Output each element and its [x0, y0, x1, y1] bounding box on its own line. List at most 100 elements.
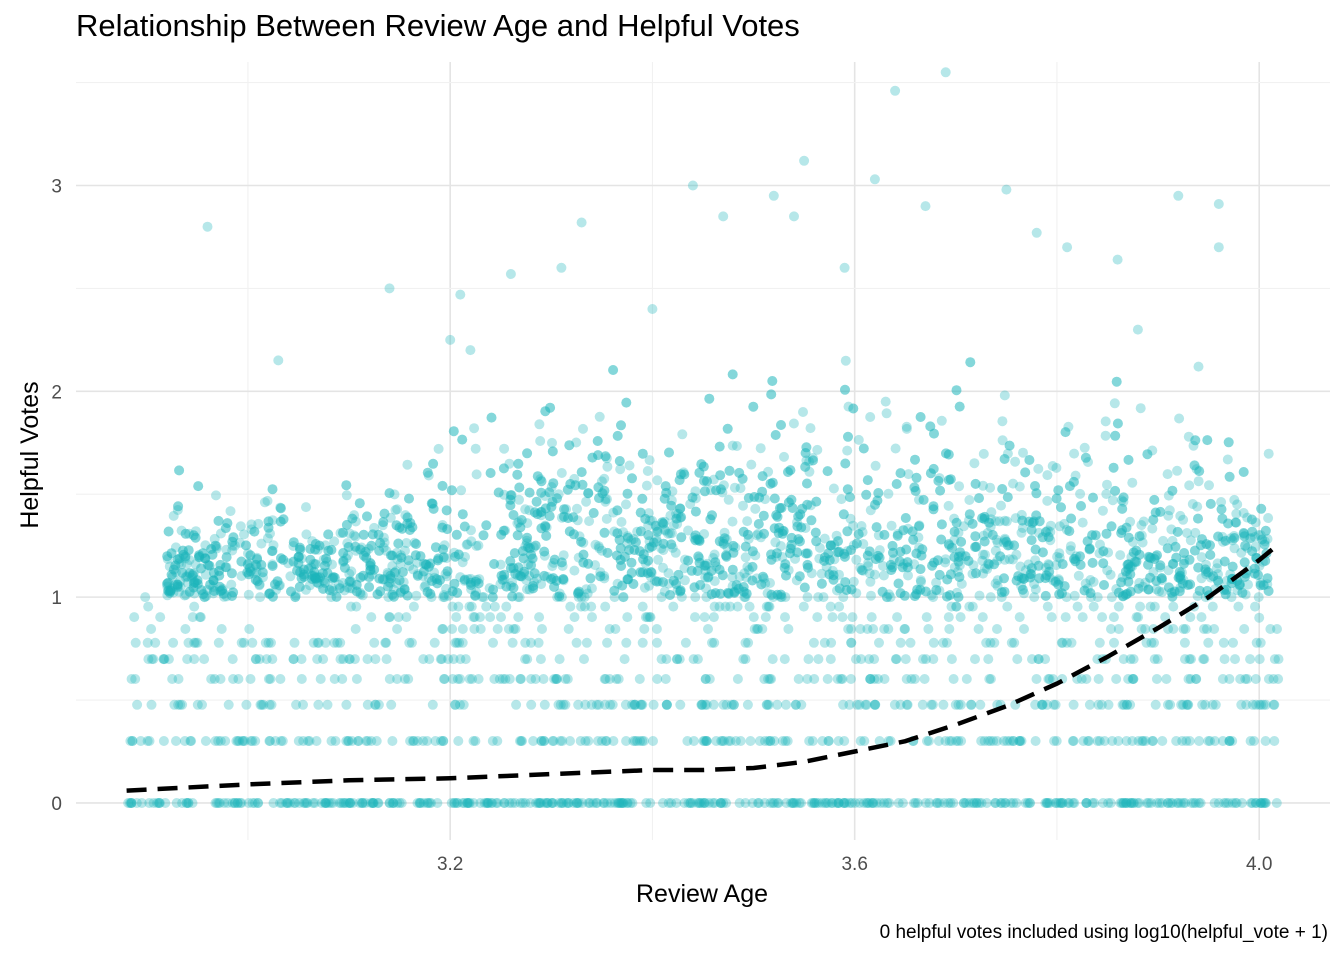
data-point: [462, 798, 473, 808]
data-point: [1068, 699, 1079, 710]
data-point: [250, 736, 261, 746]
data-point: [1207, 601, 1218, 612]
data-point: [556, 262, 567, 273]
data-point: [168, 564, 179, 575]
data-point: [556, 592, 567, 603]
data-point: [360, 546, 371, 557]
data-point: [794, 571, 805, 582]
data-point: [644, 455, 655, 466]
data-point: [583, 558, 594, 569]
data-point: [438, 544, 448, 555]
data-point: [967, 518, 978, 529]
data-point: [802, 592, 813, 603]
data-point: [1025, 572, 1036, 583]
data-point: [569, 612, 580, 623]
data-point: [385, 570, 396, 581]
data-point: [227, 591, 237, 601]
data-point: [640, 513, 651, 524]
data-point: [528, 583, 539, 594]
data-point: [800, 548, 811, 559]
data-point: [208, 575, 219, 586]
data-point: [252, 554, 263, 565]
data-point: [581, 637, 592, 648]
data-point: [723, 736, 734, 746]
data-point: [672, 654, 682, 665]
data-point: [1121, 798, 1132, 808]
data-point: [362, 511, 372, 522]
data-point: [844, 699, 855, 710]
data-point: [209, 586, 220, 596]
data-point: [455, 699, 465, 710]
data-point: [215, 528, 226, 539]
data-point: [1175, 573, 1186, 584]
data-point: [979, 736, 990, 746]
data-point: [402, 512, 413, 523]
data-point: [1192, 501, 1203, 512]
data-point: [1030, 736, 1041, 746]
data-point: [769, 798, 780, 808]
data-point: [864, 546, 875, 557]
data-point: [1142, 798, 1152, 808]
data-point: [1258, 580, 1269, 591]
data-point: [204, 560, 215, 571]
data-point: [675, 469, 686, 480]
data-point: [881, 592, 892, 603]
data-point: [813, 798, 824, 808]
data-point: [1169, 586, 1180, 597]
data-point: [1250, 699, 1261, 710]
data-point: [291, 699, 302, 710]
data-point: [144, 798, 155, 808]
data-point: [561, 798, 572, 808]
data-point: [309, 798, 320, 808]
data-point: [1202, 585, 1213, 596]
data-point: [539, 570, 550, 581]
data-point: [685, 798, 696, 808]
data-point: [499, 798, 510, 808]
data-point: [473, 578, 484, 589]
data-point: [1107, 495, 1118, 506]
data-point: [648, 699, 659, 710]
data-point: [945, 569, 956, 580]
data-point: [1229, 543, 1240, 554]
data-point: [563, 798, 574, 808]
data-point: [704, 674, 715, 684]
data-point: [1155, 506, 1166, 517]
data-point: [1061, 592, 1072, 603]
data-point: [194, 550, 205, 561]
data-point: [277, 736, 288, 746]
data-point: [173, 674, 184, 684]
data-point: [967, 568, 978, 579]
data-point: [221, 591, 232, 602]
data-point: [427, 498, 438, 509]
data-point: [577, 798, 588, 808]
data-point: [365, 561, 376, 571]
data-point: [220, 562, 231, 573]
data-point: [1090, 530, 1101, 541]
data-point: [951, 385, 962, 396]
data-point: [644, 542, 655, 553]
data-point: [1027, 654, 1037, 665]
data-point: [1167, 798, 1178, 808]
data-point: [363, 543, 374, 554]
data-point: [1103, 699, 1114, 710]
data-point: [422, 467, 433, 478]
data-point: [548, 557, 559, 568]
data-point: [1180, 624, 1191, 634]
data-point: [816, 578, 827, 589]
data-point: [166, 569, 177, 580]
data-point: [1040, 590, 1051, 601]
data-point: [895, 546, 906, 557]
data-point: [911, 589, 922, 600]
data-point: [475, 612, 485, 623]
data-point: [700, 572, 711, 583]
data-point: [822, 466, 833, 477]
data-point: [822, 466, 833, 477]
data-point: [1106, 521, 1117, 532]
data-point: [825, 540, 836, 551]
data-point: [802, 559, 813, 570]
data-point: [215, 559, 226, 570]
data-point: [568, 512, 579, 523]
data-point: [348, 798, 359, 808]
data-point: [250, 654, 261, 665]
data-point: [625, 798, 636, 808]
